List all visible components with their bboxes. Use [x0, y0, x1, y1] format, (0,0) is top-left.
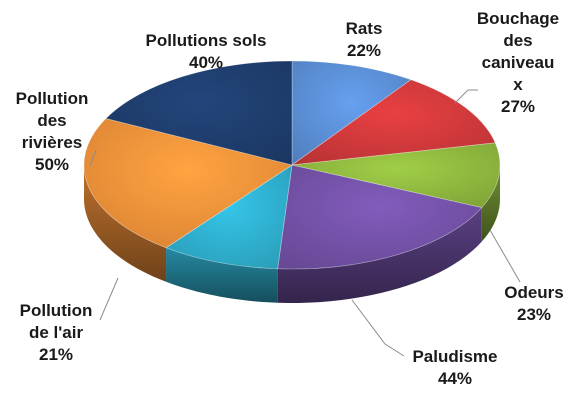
leader-line-paludisme: [351, 299, 405, 357]
leader-line-pollution-rivieres: [89, 149, 97, 167]
label-text: des: [503, 31, 533, 50]
leader-line-pollution-air: [99, 277, 119, 321]
label-text: Bouchage: [476, 9, 560, 28]
slice-label-pollution-des-rivieres: Pollution des rivières 50%: [2, 88, 102, 176]
label-percent: 22%: [346, 41, 382, 60]
leader-line-odeurs: [489, 229, 521, 283]
slice-pollutions-sols: [105, 60, 293, 166]
label-text: Pollution: [19, 301, 93, 320]
label-text: rivières: [21, 133, 83, 152]
label-percent: 50%: [34, 155, 70, 174]
slice-rats: [291, 60, 412, 166]
slice-label-pollution-de-l-air: Pollution de l'air 21%: [6, 300, 106, 366]
slice-odeurs: [291, 142, 501, 209]
label-text: des: [37, 111, 67, 130]
slice-side-paludisme: [277, 207, 482, 303]
slice-pollution-des-rivieres: [83, 118, 293, 249]
label-text: Pollution: [15, 89, 89, 108]
slice-label-paludisme: Paludisme 44%: [400, 346, 510, 390]
leader-lines: [89, 89, 521, 357]
slice-label-pollutions-sols: Pollutions sols 40%: [126, 30, 286, 74]
label-text: Pollutions sols: [145, 31, 267, 50]
label-percent: 23%: [516, 305, 552, 324]
pie-sides: [84, 165, 500, 303]
label-text: x: [513, 75, 523, 94]
label-percent: 21%: [38, 345, 74, 364]
slice-paludisme: [277, 164, 483, 270]
label-percent: 27%: [500, 97, 536, 116]
slice-label-bouchage-des-caniveaux: Bouchage des caniveau x 27%: [468, 8, 568, 118]
slice-side-pollution-de-l-air: [166, 247, 278, 303]
slice-pollution-de-l-air: [165, 164, 293, 270]
slice-side-pollution-des-rivieres: [84, 165, 167, 282]
label-percent: 40%: [188, 53, 224, 72]
slice-label-rats: Rats 22%: [332, 18, 396, 62]
label-text: Paludisme: [412, 347, 498, 366]
pie-tops: [83, 60, 501, 270]
label-text: Rats: [345, 19, 383, 38]
slice-bouchage-des-caniveaux: [290, 79, 496, 166]
label-text: caniveau: [481, 53, 555, 72]
leader-line-bouchage: [454, 89, 478, 104]
label-text: Odeurs: [504, 283, 564, 302]
slice-side-odeurs: [481, 165, 500, 242]
label-text: de l'air: [28, 323, 84, 342]
slice-label-odeurs: Odeurs 23%: [494, 282, 574, 326]
label-percent: 44%: [437, 369, 473, 388]
